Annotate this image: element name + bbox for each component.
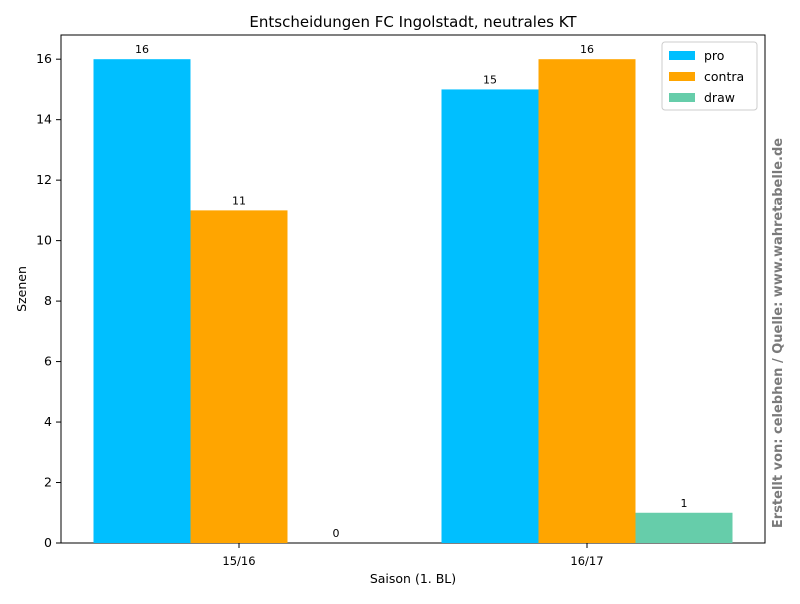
x-axis: 15/16 16/17: [222, 543, 604, 568]
watermark-text: Erstellt von: celebhen / Quelle: www.wah…: [771, 138, 786, 528]
y-tick-label-12: 12: [36, 172, 52, 187]
legend-label-contra: contra: [704, 69, 744, 84]
y-tick-label-6: 6: [44, 354, 52, 369]
data-label-draw-15-16: 0: [333, 527, 340, 540]
bar-contra-15-16: [190, 210, 288, 543]
bar-contra-16-17: [538, 59, 636, 543]
y-tick-label-2: 2: [44, 475, 52, 490]
legend-swatch-contra: [669, 72, 695, 81]
chart-title: Entscheidungen FC Ingolstadt, neutrales …: [249, 13, 577, 31]
data-label-pro-16-17: 15: [483, 73, 497, 86]
y-tick-label-8: 8: [44, 293, 52, 308]
legend-swatch-draw: [669, 93, 695, 102]
legend-swatch-pro: [669, 51, 695, 60]
legend-label-pro: pro: [704, 48, 724, 63]
y-tick-label-14: 14: [36, 112, 52, 127]
bar-pro-16-17: [441, 89, 539, 544]
data-label-contra-15-16: 11: [232, 194, 246, 207]
legend-label-draw: draw: [704, 90, 735, 105]
data-label-contra-16-17: 16: [580, 43, 594, 56]
data-label-pro-15-16: 16: [135, 43, 149, 56]
y-tick-label-0: 0: [44, 535, 52, 550]
y-axis: 0 2 4 6 8 10 12 14 16: [36, 51, 61, 550]
x-axis-label: Saison (1. BL): [370, 571, 456, 586]
plot-area: 16 11 0 15 16 1: [60, 34, 766, 544]
y-tick-label-16: 16: [36, 51, 52, 66]
data-label-draw-16-17: 1: [681, 497, 688, 510]
bar-draw-16-17: [635, 512, 733, 543]
y-axis-label: Szenen: [14, 266, 29, 312]
plot-frame: [60, 34, 766, 544]
x-tick-label-15-16: 15/16: [222, 554, 255, 568]
bar-pro-15-16: [93, 59, 191, 543]
y-tick-label-10: 10: [36, 233, 52, 248]
y-tick-label-4: 4: [44, 414, 52, 429]
x-tick-label-16-17: 16/17: [570, 554, 603, 568]
legend: pro contra draw: [661, 41, 758, 111]
